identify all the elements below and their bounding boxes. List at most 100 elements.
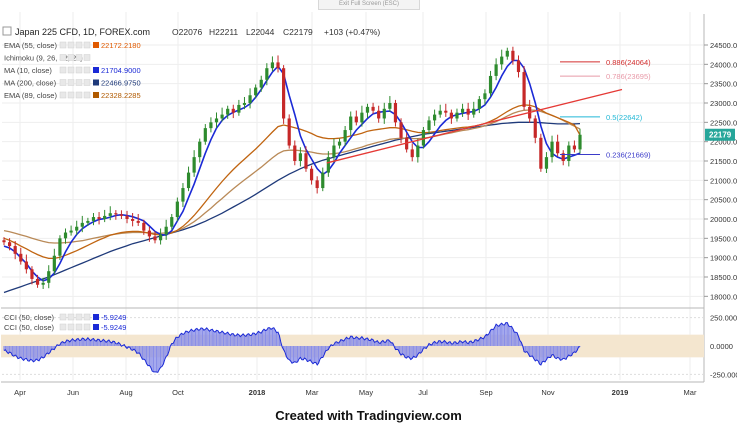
legend-swatch: [93, 67, 99, 73]
candle-body: [550, 141, 554, 158]
candle-body: [125, 215, 129, 219]
candle-body: [533, 118, 537, 138]
time-tick-label: Aug: [119, 388, 132, 397]
legend-control-icon: [59, 79, 67, 86]
candle-body: [505, 50, 509, 57]
candles: [2, 46, 582, 289]
candle-body: [91, 217, 96, 221]
candle-body: [304, 153, 308, 169]
candle-body: [466, 108, 470, 115]
cci-legend-value: -5.9249: [101, 313, 126, 322]
indicator-legend: EMA (55, close) 22172.2180 Ichimoku (9, 26…: [4, 41, 141, 100]
ohlc-value: L22044: [246, 27, 275, 37]
candle-body: [337, 141, 342, 146]
time-tick-label: Jul: [418, 388, 428, 397]
price-tick-label: 24500.0: [710, 41, 737, 50]
candle-body: [321, 172, 325, 189]
legend-control-icon: [75, 91, 83, 99]
legend-value: 22328.2285: [101, 91, 141, 100]
candle-body: [332, 145, 336, 158]
time-tick-label: Oct: [172, 388, 185, 397]
candle-body: [416, 145, 420, 158]
legend-label: MA (200, close): [4, 79, 57, 88]
time-tick-label: Apr: [14, 388, 26, 397]
cci-legend-swatch: [93, 314, 99, 320]
candle-body: [209, 122, 213, 129]
time-tick-label: Sep: [479, 388, 492, 397]
candle-body: [282, 68, 286, 119]
legend-control-icon: [67, 323, 75, 331]
cci-tick-label: 0.0000: [710, 342, 733, 351]
candle-body: [265, 68, 269, 80]
legend-control-icon: [67, 313, 75, 321]
cci-legend: CCI (50, close) -5.9249 CCI (50, close) -5.…: [4, 313, 126, 332]
candle-body: [343, 130, 347, 142]
candle-body: [567, 145, 571, 161]
candle-body: [259, 79, 263, 88]
legend-control-icon: [75, 313, 83, 321]
fib-label: 0.786(23695): [606, 72, 651, 81]
candle-body: [444, 110, 448, 113]
price-tick-label: 24000.0: [710, 60, 737, 69]
price-axis: 24500.0 24000.0 23500.0 23000.0 22500.0 22000…: [704, 41, 737, 301]
candle-body: [254, 87, 258, 96]
price-tick-label: 22000.0: [710, 138, 737, 147]
candle-body: [349, 116, 353, 131]
time-tick-label: Mar: [306, 388, 319, 397]
candle-body: [198, 141, 202, 158]
candle-body: [153, 236, 157, 241]
candle-body: [556, 141, 560, 154]
legend-control-icon: [59, 313, 67, 321]
legend-control-icon: [83, 54, 91, 61]
exit-fullscreen-button[interactable]: Exit Full Screen (ESC): [318, 0, 420, 10]
price-tick-label: 19000.0: [710, 254, 737, 263]
legend-control-icon: [59, 54, 67, 61]
candle-body: [75, 226, 79, 231]
candle-body: [315, 180, 319, 189]
candle-body: [47, 271, 51, 283]
candle-body: [488, 75, 493, 94]
candle-body: [572, 145, 577, 150]
price-tick-label: 20500.0: [710, 196, 737, 205]
last-price-box: [705, 128, 735, 141]
time-tick-label: 2019: [612, 388, 629, 397]
candle-body: [170, 217, 174, 227]
price-tick-label: 21500.0: [710, 157, 737, 166]
candle-body: [242, 103, 247, 105]
candle-body: [19, 253, 23, 262]
price-tick-label: 18500.0: [710, 273, 737, 282]
candle-body: [377, 110, 381, 119]
legend-label: MA (10, close): [4, 66, 52, 75]
candle-body: [24, 261, 28, 270]
fib-label: 0.5(22642): [606, 113, 643, 122]
candle-body: [103, 215, 107, 219]
fib-label: 0.236(21669): [606, 150, 651, 159]
price-tick-label: 18000.0: [710, 292, 737, 301]
legend-control-icon: [67, 41, 75, 49]
footer-credit: Created with Tradingview.com: [275, 408, 462, 423]
fib-levels: 0.886(24064) 0.786(23695) 0.5(22642) 0.236(…: [560, 58, 651, 159]
candle-body: [472, 108, 476, 115]
legend-label: EMA (55, close): [4, 41, 57, 50]
legend-control-icon: [59, 91, 67, 99]
fib-label: 0.886(24064): [606, 58, 651, 67]
price-tick-label: 23500.0: [710, 80, 737, 89]
candle-body: [410, 149, 414, 158]
legend-control-icon: [83, 66, 91, 74]
candle-body: [7, 242, 12, 247]
ma10-line: [3, 59, 581, 282]
candle-body: [158, 234, 163, 241]
legend-value: 21704.9000: [101, 66, 141, 75]
candle-body: [276, 62, 280, 69]
trendline: [326, 88, 623, 164]
cci-axis: 250.000 0.0000 -250.000: [710, 314, 737, 380]
price-tick-label: 23000.0: [710, 99, 737, 108]
legend-control-icon: [75, 66, 83, 74]
legend-control-icon: [83, 313, 91, 321]
candle-body: [293, 145, 297, 161]
candle-body: [561, 153, 565, 161]
cci-legend-value: -5.9249: [101, 323, 126, 332]
candle-body: [270, 62, 275, 69]
candle-body: [500, 56, 504, 65]
legend-value: 22466.9750: [101, 79, 141, 88]
